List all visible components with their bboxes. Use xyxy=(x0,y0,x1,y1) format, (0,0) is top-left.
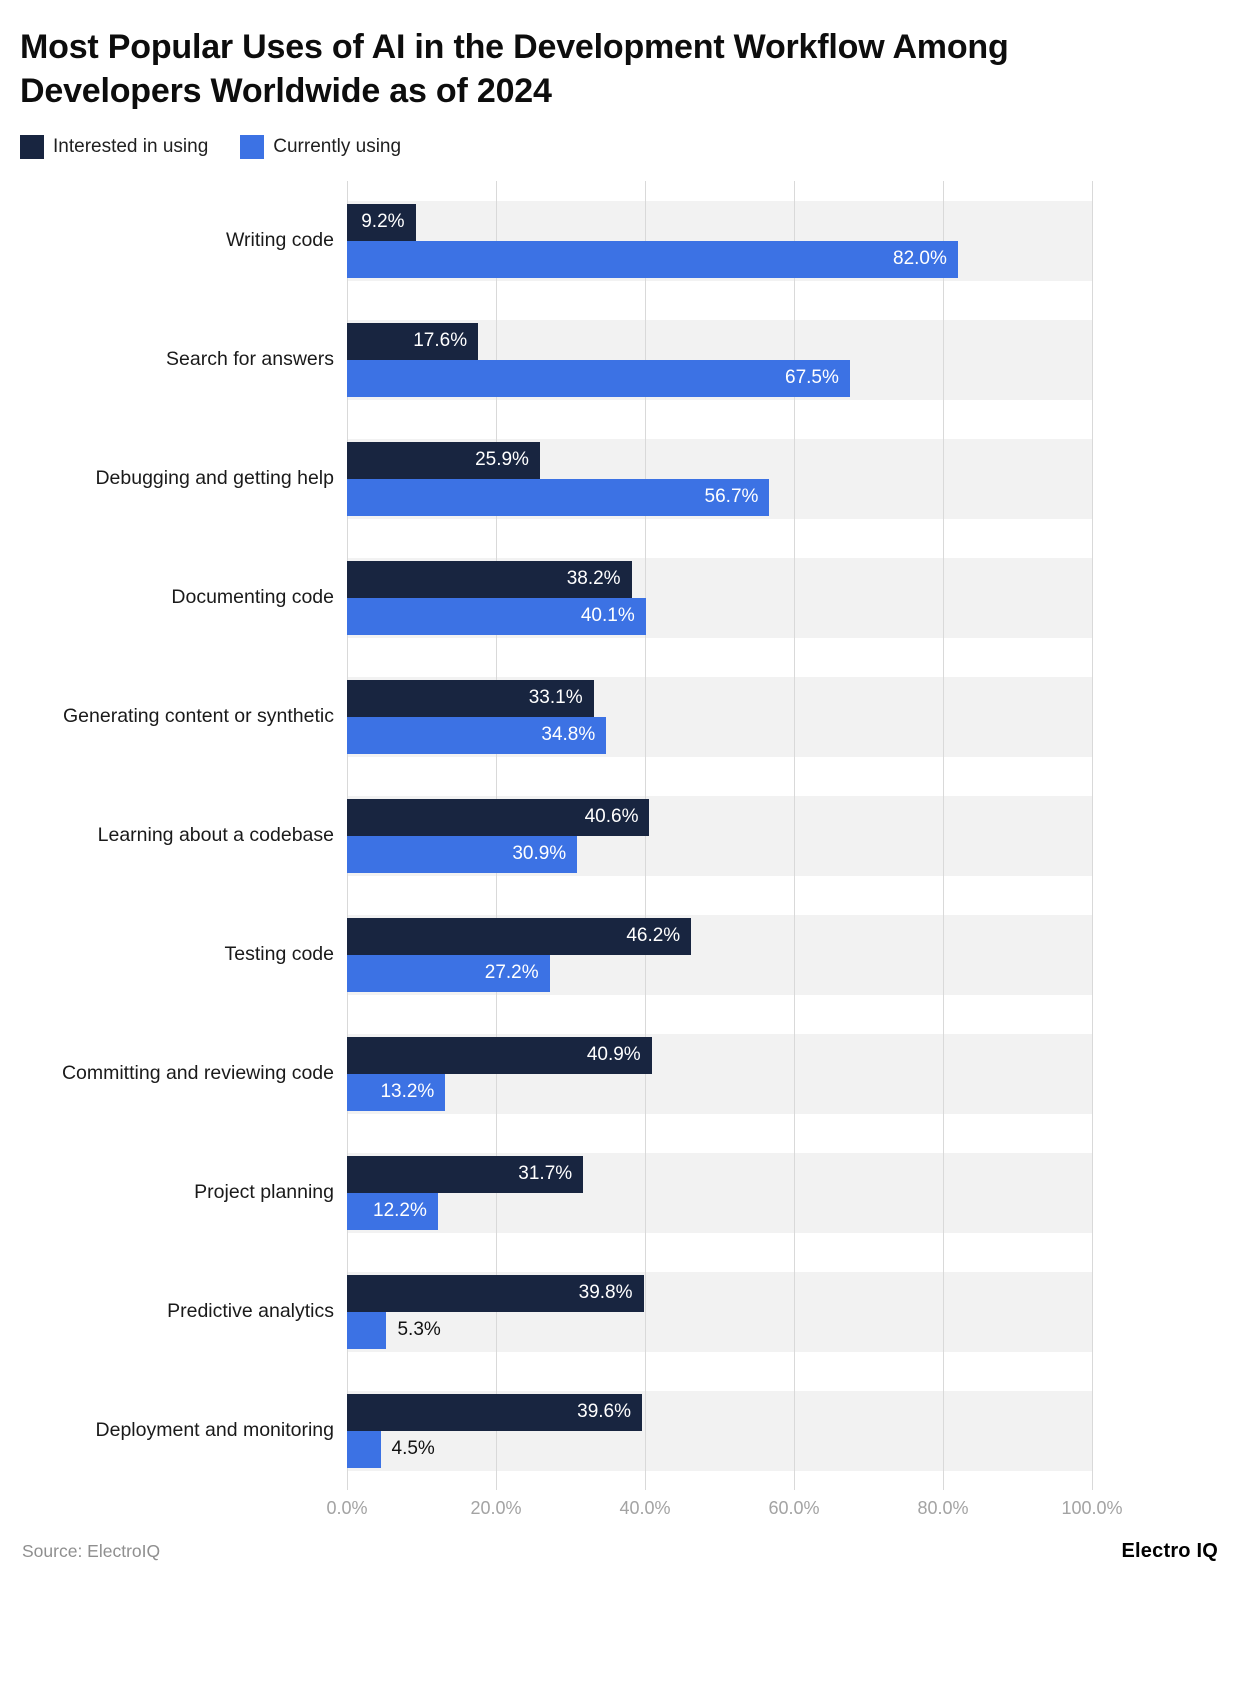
bar-currently: 40.1% xyxy=(347,597,646,635)
bar-interested: 33.1% xyxy=(347,679,594,717)
bar-value-label: 67.5% xyxy=(785,367,839,389)
row-band: 38.2% 40.1% xyxy=(347,557,1092,638)
bar-currently: 12.2% xyxy=(347,1192,438,1230)
row-band: 33.1% 34.8% xyxy=(347,676,1092,757)
category-label: Testing code xyxy=(224,943,335,966)
bar-value-label: 33.1% xyxy=(528,687,583,709)
bar-currently: 34.8% xyxy=(347,716,607,754)
bar-value-label: 56.7% xyxy=(704,486,759,508)
bar-value-label: 82.0% xyxy=(893,248,947,270)
bar-value-label: 39.6% xyxy=(577,1401,632,1423)
row-band: 25.9% 56.7% xyxy=(347,438,1092,519)
chart-row: Deployment and monitoring 39.6% 4.5% xyxy=(0,1371,1240,1490)
bar-value-label: 46.2% xyxy=(626,925,681,947)
legend-item-currently: Currently using xyxy=(240,135,402,160)
bar-interested: 17.6% xyxy=(347,322,479,360)
bar-value-label: 40.1% xyxy=(580,605,635,627)
x-tick-label: 20.0% xyxy=(470,1498,522,1519)
chart-row: Predictive analytics 39.8% 5.3% xyxy=(0,1252,1240,1371)
legend-swatch-interested-icon xyxy=(20,135,44,160)
chart-row: Generating content or synthetic 33.1% 34.8… xyxy=(0,657,1240,776)
x-axis: 0.0% 20.0% 40.0% 60.0% 80.0% 100.0% xyxy=(326,1490,1122,1526)
row-band: 39.6% 4.5% xyxy=(347,1390,1092,1471)
bar-currently: 67.5% xyxy=(347,359,850,397)
row-band: 40.6% 30.9% xyxy=(347,795,1092,876)
legend-swatch-currently-icon xyxy=(240,135,265,160)
source-text: Source: ElectroIQ xyxy=(22,1541,161,1562)
chart-row: Learning about a codebase 40.6% 30.9% xyxy=(0,776,1240,895)
category-label: Learning about a codebase xyxy=(97,824,334,847)
chart-title: Most Popular Uses of AI in the Developme… xyxy=(20,28,1009,110)
x-tick-label: 80.0% xyxy=(917,1498,969,1519)
category-label: Debugging and getting help xyxy=(95,467,334,490)
x-tick-label: 60.0% xyxy=(768,1498,820,1519)
bar-interested: 38.2% xyxy=(347,560,632,598)
bar-interested: 39.8% xyxy=(347,1274,644,1312)
row-band: 39.8% 5.3% xyxy=(347,1271,1092,1352)
bar-value-label: 5.3% xyxy=(397,1319,441,1341)
bar-currently xyxy=(347,1430,381,1468)
chart-row: Search for answers 17.6% 67.5% xyxy=(0,300,1240,419)
bar-value-label: 12.2% xyxy=(373,1200,427,1222)
bar-value-label: 40.6% xyxy=(584,806,639,828)
bar-value-label: 38.2% xyxy=(566,568,621,590)
bar-currently xyxy=(347,1311,387,1349)
chart-row: Debugging and getting help 25.9% 56.7% xyxy=(0,419,1240,538)
bar-value-label: 31.7% xyxy=(518,1163,573,1185)
x-tick-label: 0.0% xyxy=(326,1498,368,1519)
bar-value-label: 4.5% xyxy=(391,1438,435,1460)
bar-currently: 56.7% xyxy=(347,478,770,516)
footer: Source: ElectroIQ Electro IQ xyxy=(22,1540,1218,1563)
chart-row: Testing code 46.2% 27.2% xyxy=(0,895,1240,1014)
bar-interested: 40.9% xyxy=(347,1036,652,1074)
chart-row: Project planning 31.7% 12.2% xyxy=(0,1133,1240,1252)
legend-item-interested: Interested in using xyxy=(20,135,209,160)
chart-row: Writing code 9.2% 82.0% xyxy=(0,181,1240,300)
row-band: 17.6% 67.5% xyxy=(347,319,1092,400)
bar-value-label: 13.2% xyxy=(380,1081,435,1103)
bar-currently: 27.2% xyxy=(347,954,550,992)
bar-value-label: 27.2% xyxy=(484,962,539,984)
bar-value-label: 17.6% xyxy=(413,330,468,352)
bar-interested: 25.9% xyxy=(347,441,540,479)
chart-row: Documenting code 38.2% 40.1% xyxy=(0,538,1240,657)
bar-value-label: 39.8% xyxy=(578,1282,633,1304)
x-tick-label: 100.0% xyxy=(1061,1498,1123,1519)
row-band: 31.7% 12.2% xyxy=(347,1152,1092,1233)
bar-interested: 9.2% xyxy=(347,203,416,241)
bar-currently: 30.9% xyxy=(347,835,578,873)
category-label: Deployment and monitoring xyxy=(95,1419,334,1442)
bar-currently: 82.0% xyxy=(347,240,958,278)
row-band: 46.2% 27.2% xyxy=(347,914,1092,995)
legend: Interested in using Currently using xyxy=(20,135,1220,160)
bar-interested: 40.6% xyxy=(347,798,650,836)
category-label: Generating content or synthetic xyxy=(63,705,334,728)
category-label: Project planning xyxy=(194,1181,334,1204)
x-tick-label: 40.0% xyxy=(619,1498,671,1519)
bar-value-label: 40.9% xyxy=(586,1044,641,1066)
bar-chart: Writing code 9.2% 82.0% Search for answers 1… xyxy=(0,181,1240,1526)
row-band: 9.2% 82.0% xyxy=(347,200,1092,281)
legend-label-interested: Interested in using xyxy=(53,136,209,158)
category-label: Search for answers xyxy=(166,348,334,371)
brand-logo: Electro IQ xyxy=(1121,1540,1218,1563)
chart-rows: Writing code 9.2% 82.0% Search for answers 1… xyxy=(0,181,1240,1491)
category-label: Committing and reviewing code xyxy=(61,1062,334,1085)
row-band: 40.9% 13.2% xyxy=(347,1033,1092,1114)
bar-value-label: 9.2% xyxy=(361,211,405,233)
chart-row: Committing and reviewing code 40.9% 13.2% xyxy=(0,1014,1240,1133)
bar-interested: 39.6% xyxy=(347,1393,643,1431)
category-label: Documenting code xyxy=(171,586,334,609)
bar-interested: 46.2% xyxy=(347,917,692,955)
bar-value-label: 34.8% xyxy=(541,724,596,746)
bar-value-label: 30.9% xyxy=(512,843,567,865)
legend-label-currently: Currently using xyxy=(273,136,402,158)
category-label: Predictive analytics xyxy=(167,1300,334,1323)
category-label: Writing code xyxy=(225,229,334,252)
bar-interested: 31.7% xyxy=(347,1155,584,1193)
bar-value-label: 25.9% xyxy=(475,449,529,471)
bar-currently: 13.2% xyxy=(347,1073,446,1111)
